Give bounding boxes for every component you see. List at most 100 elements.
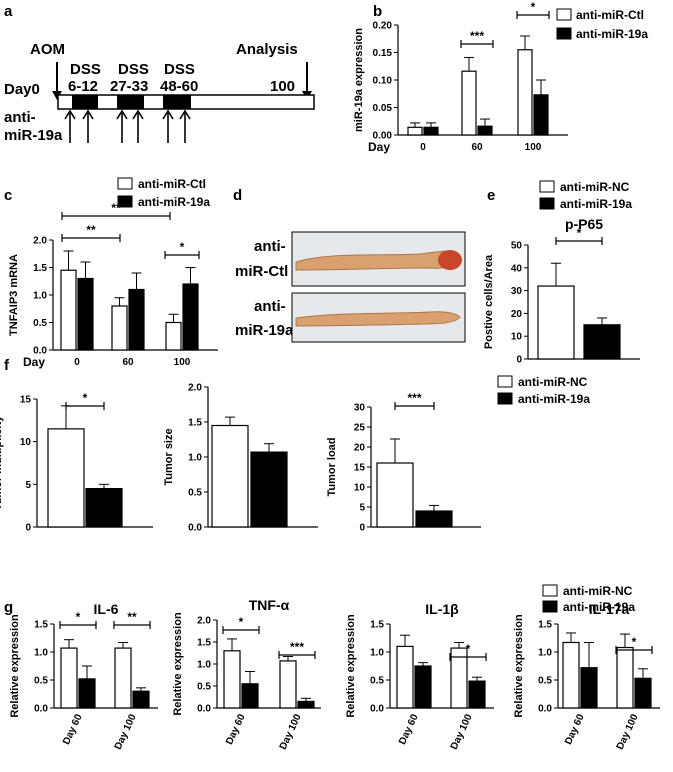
bar-g4-19a-1 [634, 677, 652, 709]
ytick-label-g2-3: 1.5 [197, 638, 211, 649]
legend-e: anti-miR-NC anti-miR-19a [539, 180, 632, 211]
panel-letter-b: b [373, 3, 382, 20]
bar-g1-19a-0 [78, 678, 96, 709]
ytick-label-c-1: 0.5 [33, 318, 47, 329]
photo-label-ctl-line1: anti- [254, 238, 286, 255]
ylabel-c: TNFAIP3 mRNA [8, 254, 20, 336]
bar-c-ctl-1 [111, 305, 128, 351]
bar-g2-19a-0 [241, 683, 259, 709]
bar-g1-ctl-0 [60, 647, 78, 709]
ytick-label-f1-1: 5 [25, 480, 31, 491]
ytick-label-g4-1: 0.5 [538, 676, 552, 687]
bar-b-19a-0 [423, 126, 439, 136]
ytick-label-g2-0: 0.0 [197, 704, 211, 715]
bar-g2-ctl-0 [223, 650, 241, 709]
legend-c-swatch-ctl [117, 177, 133, 190]
ytick-label-b-3: 0.15 [373, 48, 393, 59]
colon-tumor-ctl [438, 250, 462, 270]
xcat-g4-0: Day 60 [563, 712, 587, 746]
xcat-g2-0: Day 60 [224, 712, 248, 746]
chart-e: 0 10 20 30 40 50 Postive cells/Area p-P65* [483, 216, 640, 366]
dss-label-3: DSS [164, 61, 195, 78]
legend-b-label-ctl: anti-miR-Ctl [576, 8, 644, 22]
dss-window-3: 48-60 [160, 78, 198, 95]
ytick-label-f2-4: 2.0 [188, 383, 202, 394]
ytick-label-e-2: 20 [511, 309, 523, 320]
bar-f3-0 [376, 462, 414, 528]
ytick-label-g1-3: 1.5 [34, 620, 48, 631]
title-g4: IL-17a [589, 601, 630, 617]
bar-f1-0 [47, 428, 85, 528]
title-g3: IL-1β [425, 601, 459, 617]
ytick-label-f3-0: 0 [359, 523, 365, 534]
sig-label-e-0: * [577, 226, 582, 240]
bar-g4-19a-0 [580, 667, 598, 709]
ytick-label-g4-2: 1.0 [538, 648, 552, 659]
bar-c-19a-1 [128, 288, 145, 351]
xcat-g1-0: Day 60 [61, 712, 85, 746]
ytick-label-f3-4: 20 [354, 443, 366, 454]
ytick-label-f1-3: 15 [20, 395, 32, 406]
sig-label-g4-0: * [632, 635, 637, 649]
title-g1: IL-6 [94, 601, 119, 617]
xcat-c-2: 100 [174, 357, 191, 368]
xcat-g3-0: Day 60 [397, 712, 421, 746]
xcat-b-2: 100 [525, 142, 542, 153]
bar-f2-1 [250, 451, 288, 528]
ytick-label-e-1: 10 [511, 332, 523, 343]
ytick-label-b-0: 0.00 [373, 131, 393, 142]
bar-g2-ctl-1 [279, 660, 297, 709]
ytick-label-b-1: 0.05 [373, 103, 393, 114]
bar-b-19a-2 [533, 94, 549, 136]
legend-g-label-nc: anti-miR-NC [563, 584, 633, 598]
title-g2: TNF-α [249, 597, 290, 613]
legend-b-swatch-19a [556, 27, 572, 40]
panel-letter-d: d [233, 187, 242, 204]
legend-e-swatch-nc [539, 180, 555, 193]
ytick-label-f3-5: 25 [354, 423, 366, 434]
ytick-label-f2-1: 0.5 [188, 488, 202, 499]
xcat-b-1: 60 [471, 142, 483, 153]
chart-g1: 0.0 0.5 1.0 1.5 Relative expression IL-6 Day 6… [9, 601, 158, 752]
panel-letter-f: f [4, 357, 10, 374]
chart-f1: 0 5 10 15 Tumor multiplicity * [0, 391, 153, 534]
sig-label-g2-0: * [239, 615, 244, 629]
colon-photo-panel: anti- miR-Ctl anti- miR-19a [235, 231, 466, 343]
chart-f2: 0.0 0.5 1.0 1.5 2.0 Tumor size [163, 383, 318, 534]
legend-f-label-19a: anti-miR-19a [518, 392, 590, 406]
ytick-label-f2-0: 0.0 [188, 523, 202, 534]
ylabel-g2: Relative expression [172, 612, 184, 716]
bar-g1-19a-1 [132, 690, 150, 709]
legend-e-label-19a: anti-miR-19a [560, 197, 632, 211]
dss-block-2 [117, 95, 144, 109]
legend-f: anti-miR-NC anti-miR-19a [497, 375, 590, 406]
group-label-line1: anti- [4, 109, 36, 126]
ytick-label-g3-2: 1.0 [370, 648, 384, 659]
legend-c: anti-miR-Ctl anti-miR-19a [117, 177, 210, 209]
chart-f3: 0 5 10 15 20 25 30 Tumor load *** [326, 391, 481, 534]
xcat-b-0: 0 [420, 142, 426, 153]
bar-g3-19a-0 [414, 665, 432, 709]
legend-g-swatch-nc [542, 584, 558, 597]
chart-b: 0.00 0.05 0.10 0.15 0.20 miR-19a expression 0 6… [353, 0, 568, 154]
sig-label-g1-0: * [76, 610, 81, 624]
xcat-g1-1: Day 100 [113, 712, 139, 751]
bar-e-1 [583, 324, 621, 360]
bar-g3-ctl-0 [396, 645, 414, 709]
ytick-label-g1-1: 0.5 [34, 676, 48, 687]
chart-g3: 0.0 0.5 1.0 1.5 Relative expression IL-1β Day … [345, 601, 494, 752]
sig-label-g1-1: ** [127, 610, 137, 624]
bar-b-19a-1 [477, 125, 493, 136]
legend-e-label-nc: anti-miR-NC [560, 180, 630, 194]
ytick-label-f2-3: 1.5 [188, 418, 202, 429]
xcat-g4-1: Day 100 [615, 712, 641, 751]
dss-block-1 [72, 95, 98, 109]
ytick-label-f1-0: 0 [25, 523, 31, 534]
ytick-label-e-0: 0 [516, 355, 522, 366]
dss-window-1: 6-12 [68, 78, 98, 95]
ytick-label-g3-1: 0.5 [370, 676, 384, 687]
photo-label-ctl-line2: miR-Ctl [235, 263, 288, 280]
dss-block-3 [163, 95, 191, 109]
